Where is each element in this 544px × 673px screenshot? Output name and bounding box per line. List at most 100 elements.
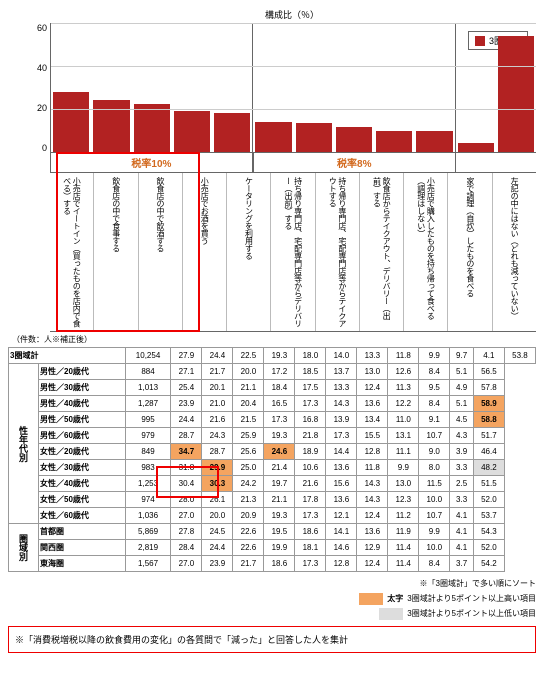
- cell: 25.6: [233, 444, 264, 460]
- cell: 21.4: [264, 460, 295, 476]
- cell: 29.9: [202, 460, 233, 476]
- row-n: 1,253: [125, 476, 171, 492]
- cell: 8.4: [419, 364, 450, 380]
- tax-label: 税率10%: [50, 153, 253, 172]
- row-n: 2,819: [125, 540, 171, 556]
- boxed-note: ※「消費税増税以降の飲食費用の変化」の各質問で「減った」と回答した人を集計: [8, 626, 536, 653]
- cell: 13.4: [357, 412, 388, 428]
- cell: 4.9: [450, 380, 474, 396]
- bar: [174, 111, 210, 152]
- cell: 9.7: [450, 348, 474, 364]
- bar: [255, 122, 291, 152]
- group-label: 圏域別: [9, 524, 39, 572]
- cell: 4.1: [473, 348, 504, 364]
- cell: 15.5: [357, 428, 388, 444]
- cell: 48.2: [473, 460, 504, 476]
- cell: 14.0: [326, 348, 357, 364]
- bar: [53, 92, 89, 152]
- cell: 56.5: [473, 364, 504, 380]
- cell: 8.0: [419, 460, 450, 476]
- cell: 2.5: [450, 476, 474, 492]
- cell: 51.7: [473, 428, 504, 444]
- category-label: 飲食店の中で飲酒する: [139, 173, 183, 331]
- cell: 58.9: [473, 396, 504, 412]
- cell: 21.1: [233, 380, 264, 396]
- cell: 53.7: [473, 508, 504, 524]
- cell: 21.1: [264, 492, 295, 508]
- cell: 13.3: [326, 380, 357, 396]
- cell: 53.8: [504, 348, 535, 364]
- cell: 21.6: [295, 476, 326, 492]
- cell: 24.4: [202, 540, 233, 556]
- cell: 4.1: [450, 524, 474, 540]
- cell: 11.1: [388, 444, 419, 460]
- cell: 14.3: [326, 396, 357, 412]
- bars-area: [51, 23, 536, 152]
- row-label: 男性／20歳代: [39, 364, 126, 380]
- cell: 11.4: [388, 556, 419, 572]
- cell: 28.4: [171, 540, 202, 556]
- category-label: 小売店で購入したものを持ち帰って食べる（調理はしない）: [404, 173, 448, 331]
- row-n: 995: [125, 412, 171, 428]
- cell: 11.9: [388, 524, 419, 540]
- cell: 11.8: [357, 460, 388, 476]
- cell: 13.6: [326, 492, 357, 508]
- ytick: 60: [37, 23, 47, 33]
- bar: [296, 123, 332, 152]
- cell: 12.9: [357, 540, 388, 556]
- cell: 21.6: [202, 412, 233, 428]
- cell: 8.4: [419, 556, 450, 572]
- cell: 21.7: [233, 556, 264, 572]
- data-table: 3圏域計10,25427.924.422.519.318.014.013.311…: [8, 347, 536, 572]
- cell: 13.6: [357, 396, 388, 412]
- cell: 17.3: [326, 428, 357, 444]
- row-label: 女性／30歳代: [39, 460, 126, 476]
- row-label: 関西圏: [39, 540, 126, 556]
- cell: 12.3: [388, 492, 419, 508]
- cell: 21.8: [295, 428, 326, 444]
- cell: 31.8: [171, 460, 202, 476]
- sort-note: ※「3圏域計」で多い順にソート: [420, 578, 536, 591]
- footnotes: ※「3圏域計」で多い順にソート 太字 3圏域計より5ポイント以上高い項目 3圏域…: [8, 578, 536, 620]
- cell: 11.4: [388, 540, 419, 556]
- cell: 57.8: [473, 380, 504, 396]
- category-label: 持ち帰り専門店、宅配専門店等からデリバリー（出前）する: [271, 173, 315, 331]
- tax-rate-row: 税率10%税率8%: [50, 153, 536, 172]
- cell: 19.9: [264, 540, 295, 556]
- row-n: 983: [125, 460, 171, 476]
- bar: [336, 127, 372, 152]
- cell: 3.3: [450, 492, 474, 508]
- row-label: 首都圏: [39, 524, 126, 540]
- row-label: 男性／30歳代: [39, 380, 126, 396]
- cell: 28.0: [171, 492, 202, 508]
- cell: 18.5: [295, 364, 326, 380]
- cell: 52.0: [473, 492, 504, 508]
- cell: 5.1: [450, 364, 474, 380]
- cell: 25.9: [233, 428, 264, 444]
- category-label: 小売店でお酒を買う: [183, 173, 227, 331]
- yaxis-ticks: 6040200: [28, 23, 50, 153]
- cell: 14.3: [357, 492, 388, 508]
- cell: 4.5: [450, 412, 474, 428]
- cell: 54.2: [473, 556, 504, 572]
- sum-row-label: 3圏域計: [9, 348, 126, 364]
- cell: 20.1: [202, 380, 233, 396]
- cell: 11.3: [388, 380, 419, 396]
- cell: 13.9: [326, 412, 357, 428]
- cell: 18.9: [295, 444, 326, 460]
- cell: 12.1: [326, 508, 357, 524]
- cell: 12.4: [357, 508, 388, 524]
- cell: 17.3: [295, 396, 326, 412]
- group-label: 性年代別: [9, 364, 39, 524]
- cell: 13.1: [388, 428, 419, 444]
- cell: 13.7: [326, 364, 357, 380]
- cell: 16.5: [264, 396, 295, 412]
- cell: 15.6: [326, 476, 357, 492]
- cell: 19.3: [264, 508, 295, 524]
- yaxis-label: 構成比（％）: [48, 8, 536, 21]
- cell: 21.0: [202, 396, 233, 412]
- cell: 51.5: [473, 476, 504, 492]
- cell: 4.1: [450, 540, 474, 556]
- row-label: 男性／60歳代: [39, 428, 126, 444]
- cell: 19.7: [264, 476, 295, 492]
